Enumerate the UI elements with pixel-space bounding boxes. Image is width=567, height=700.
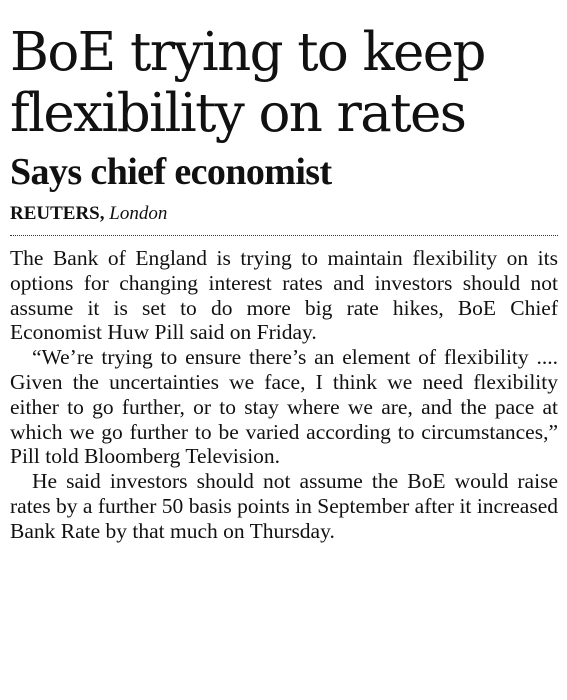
byline-location: London — [109, 203, 168, 224]
article-body: The Bank of England is trying to maintai… — [10, 246, 558, 544]
subheadline: Says chief economist — [10, 151, 332, 193]
paragraph-3: He said investors should not assume the … — [10, 469, 558, 543]
headline: BoE trying to keep flexibility on rates — [10, 22, 486, 144]
news-article: BoE trying to keep flexibility on rates … — [10, 0, 558, 544]
paragraph-2: “We’re trying to ensure there’s an eleme… — [10, 345, 558, 469]
byline-agency: REUTERS, — [10, 203, 105, 224]
byline: REUTERS, London — [10, 202, 558, 226]
paragraph-1: The Bank of England is trying to maintai… — [10, 246, 558, 345]
dotted-divider — [10, 235, 558, 236]
